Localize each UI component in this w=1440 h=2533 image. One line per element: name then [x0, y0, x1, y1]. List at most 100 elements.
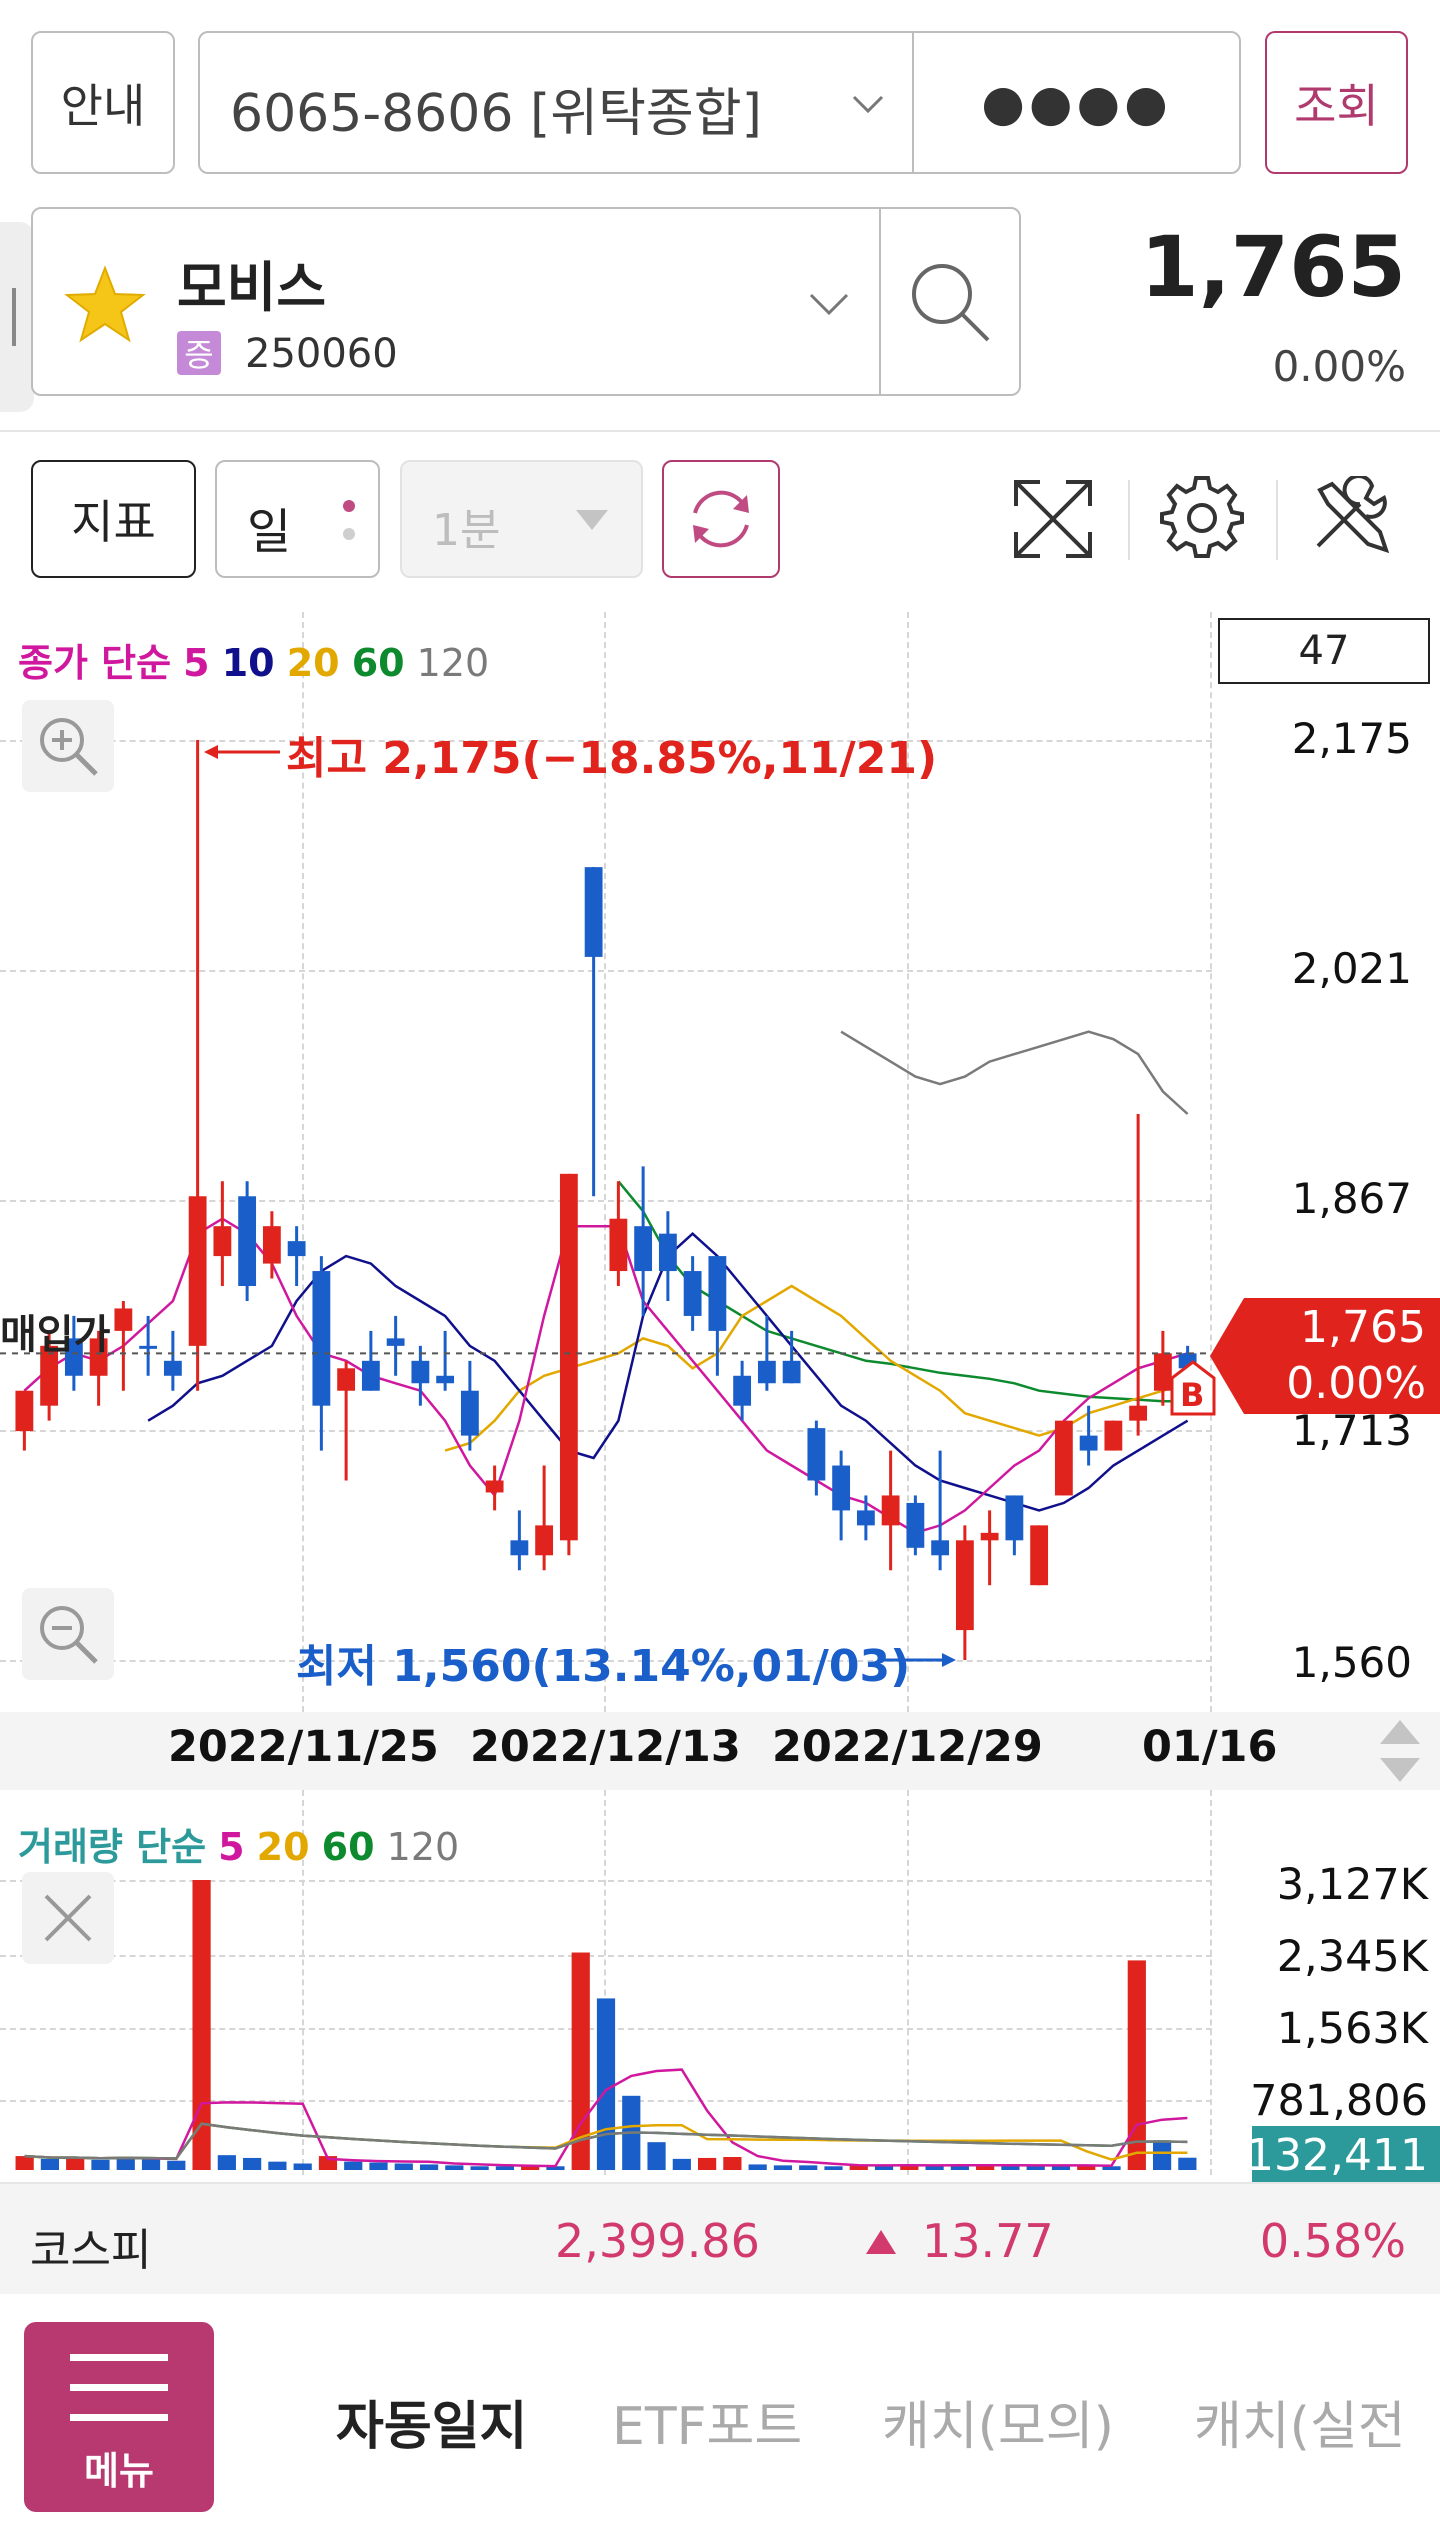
buy-marker-shape — [1170, 1360, 1216, 1416]
account-select[interactable]: 6065-8606 [위탁종합] ●●●● — [198, 31, 1241, 174]
current-volume-value: 132,411 — [1246, 2130, 1428, 2181]
ma-legend-prefix: 종가 단순 — [18, 641, 172, 685]
ma-legend-20: 20 — [286, 641, 340, 685]
date-label: 2022/11/25 — [168, 1722, 439, 1772]
volume-bar — [369, 2162, 388, 2170]
ma-legend-60: 60 — [351, 641, 405, 685]
side-drawer-handle[interactable] — [0, 222, 34, 412]
zoom-in-button[interactable] — [22, 700, 114, 792]
candle-body — [980, 1532, 999, 1541]
interval-select[interactable]: 1분 — [400, 460, 643, 578]
volume-bar — [445, 2165, 464, 2170]
guide-button-label: 안내 — [60, 78, 146, 133]
candle-body — [436, 1375, 455, 1384]
grid-line — [302, 612, 304, 1712]
volume-plot — [15, 1880, 1197, 2170]
candle-body — [683, 1271, 702, 1316]
index-change-pct: 0.58% — [1259, 2214, 1406, 2268]
stock-select[interactable]: 모비스 증 250060 — [31, 207, 1021, 396]
volume-bar — [849, 2164, 868, 2170]
section-divider — [0, 430, 1440, 432]
chart-resize-handle[interactable] — [1370, 1714, 1430, 1788]
ma-legend[interactable]: 종가 단순 5 10 20 60 120 — [18, 632, 489, 687]
current-change-tag-value: 0.00% — [1286, 1358, 1426, 1409]
indicator-button[interactable]: 지표 — [31, 460, 196, 578]
tab-etf-portfolio[interactable]: ETF포트 — [612, 2397, 803, 2457]
index-value: 2,399.86 — [555, 2214, 760, 2268]
expand-icon[interactable] — [1010, 476, 1096, 562]
index-bar[interactable]: 코스피 2,399.86 13.77 0.58% — [0, 2182, 1440, 2294]
password-field[interactable]: ●●●● — [914, 33, 1239, 172]
volume-bar — [773, 2165, 793, 2170]
stock-name: 모비스 — [177, 256, 327, 319]
favorite-star-icon[interactable] — [63, 264, 147, 344]
menu-button[interactable]: 메뉴 — [24, 2322, 214, 2512]
count-box[interactable]: 47 — [1218, 618, 1430, 684]
volume-tick: 2,345K — [1276, 1932, 1428, 1982]
toolbar-divider — [1276, 480, 1278, 560]
date-label: 01/16 — [1142, 1722, 1278, 1772]
price-tick: 1,713 — [1291, 1406, 1412, 1455]
close-volume-button[interactable] — [22, 1872, 114, 1964]
stock-search-button[interactable] — [881, 209, 1019, 394]
candle-body — [114, 1308, 133, 1331]
period-button[interactable]: 일 — [215, 460, 380, 578]
query-button[interactable]: 조회 — [1265, 31, 1408, 174]
volume-bar — [1051, 2166, 1071, 2170]
candle-body — [757, 1360, 776, 1384]
grid-line — [0, 1660, 1212, 1662]
volume-bar — [293, 2163, 312, 2170]
candle-body — [386, 1338, 405, 1346]
volume-bar — [66, 2157, 85, 2170]
volume-tick: 3,127K — [1276, 1860, 1428, 1910]
volume-bar — [1152, 2140, 1172, 2170]
candle-body — [460, 1390, 479, 1436]
volume-bar — [268, 2161, 287, 2170]
candle-body — [807, 1428, 826, 1481]
grid-line — [1210, 612, 1212, 1712]
updown-arrow-icon — [1380, 1720, 1420, 1782]
candle-body — [40, 1345, 59, 1406]
grid-line — [0, 1880, 1212, 1882]
period-button-label: 일 — [247, 504, 292, 560]
refresh-button[interactable] — [662, 460, 780, 578]
tab-catch-mock[interactable]: 캐치(모의) — [882, 2397, 1114, 2457]
candle-body — [188, 1196, 207, 1346]
count-box-value: 47 — [1298, 628, 1350, 674]
guide-button[interactable]: 안내 — [31, 31, 175, 174]
grid-line — [0, 1200, 1212, 1202]
volume-bar — [723, 2157, 742, 2170]
gear-icon[interactable] — [1160, 476, 1244, 560]
candle-body — [856, 1510, 875, 1526]
candle-body — [733, 1375, 752, 1406]
low-annotation-text: 최저 1,560(13.14%,01/03) — [296, 1641, 911, 1692]
volume-bar — [40, 2158, 60, 2170]
tab-catch-real[interactable]: 캐치(실전 — [1194, 2397, 1406, 2454]
volume-bar — [243, 2157, 262, 2170]
candle-body — [1104, 1420, 1123, 1451]
tab-auto-journal[interactable]: 자동일지 — [336, 2397, 528, 2457]
search-icon — [912, 263, 990, 341]
volume-bar — [167, 2160, 186, 2170]
volume-legend[interactable]: 거래량 단순 5 20 60 120 — [18, 1816, 459, 1871]
volume-legend-prefix: 거래량 단순 — [18, 1825, 207, 1869]
volume-bar — [15, 2156, 34, 2170]
candle-body — [881, 1495, 900, 1526]
volume-bar — [91, 2159, 110, 2170]
ma-legend-120: 120 — [416, 641, 490, 685]
volume-bar — [470, 2166, 489, 2170]
zoom-out-button[interactable] — [22, 1588, 114, 1680]
arrow-right-icon — [880, 1653, 956, 1667]
buy-marker[interactable]: B — [1170, 1360, 1216, 1416]
candle-body — [213, 1226, 232, 1257]
candle-body — [906, 1502, 925, 1548]
candle-body — [559, 1173, 578, 1541]
candle-body — [832, 1465, 851, 1511]
price-tick: 2,021 — [1291, 944, 1412, 993]
candle-body — [708, 1256, 727, 1331]
stock-search-divider — [879, 209, 881, 394]
tools-icon[interactable] — [1310, 476, 1394, 560]
price-change-pct: 0.00% — [1272, 342, 1406, 391]
password-mask: ●●●● — [981, 73, 1172, 132]
candle-body — [931, 1540, 950, 1556]
